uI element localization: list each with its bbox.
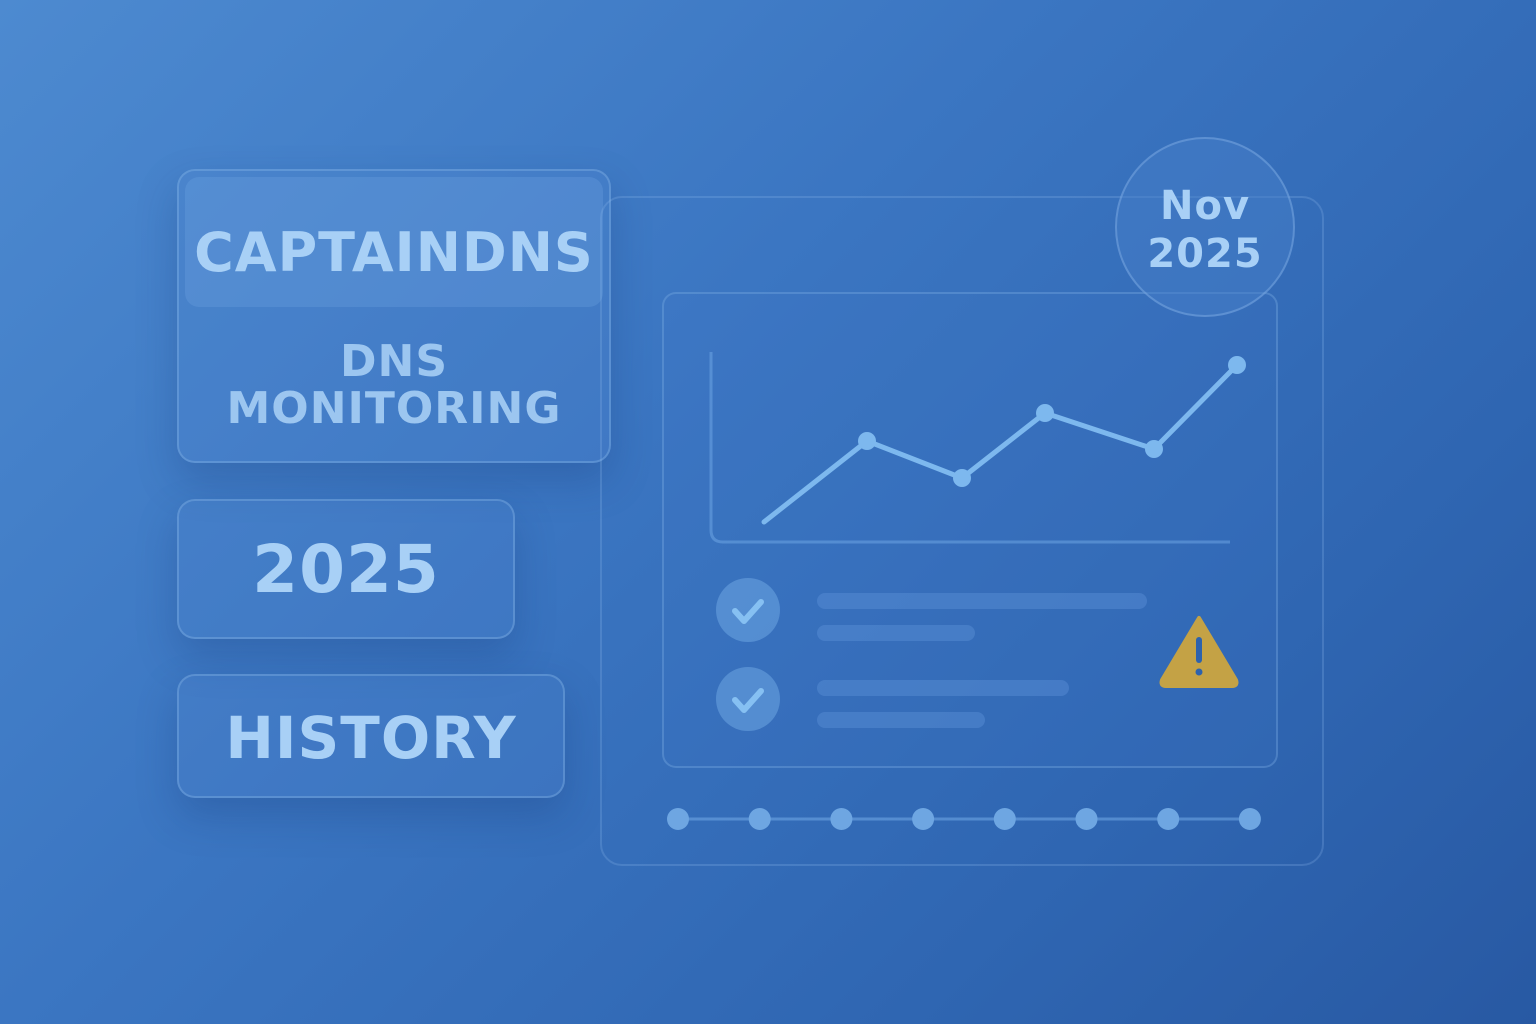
timeline-dot[interactable] xyxy=(912,808,935,830)
year-text: 2025 xyxy=(252,531,440,608)
brand-subtitle-line2: MONITORING xyxy=(226,383,562,434)
date-badge: Nov 2025 xyxy=(1115,137,1295,317)
date-year: 2025 xyxy=(1147,231,1263,277)
check-icon xyxy=(716,667,780,731)
chart-axes xyxy=(709,352,1230,544)
chart-line xyxy=(761,362,1240,525)
history-button[interactable]: HISTORY xyxy=(177,674,565,798)
status-line xyxy=(817,712,985,728)
brand-header xyxy=(185,177,603,307)
timeline-dot[interactable] xyxy=(1238,808,1261,830)
timeline-dot[interactable] xyxy=(993,808,1016,830)
timeline-dot[interactable] xyxy=(1157,808,1180,830)
date-month: Nov xyxy=(1159,183,1251,229)
warning-triangle-icon xyxy=(1159,616,1239,688)
check-icon xyxy=(716,578,780,642)
chart-point xyxy=(858,432,876,450)
status-line xyxy=(817,593,1147,609)
history-label: HISTORY xyxy=(225,704,517,772)
chart-point xyxy=(1036,404,1054,422)
timeline-dot[interactable] xyxy=(830,808,853,830)
timeline-dot[interactable] xyxy=(748,808,771,830)
chart-point xyxy=(953,469,971,487)
timeline-dot[interactable] xyxy=(1075,808,1098,830)
brand-subtitle-line1: DNS xyxy=(339,336,449,387)
chart-point xyxy=(1228,356,1246,374)
brand-card: CAPTAINDNS DNS MONITORING xyxy=(177,169,611,463)
status-line xyxy=(817,680,1069,696)
dashboard-frame xyxy=(600,196,1324,866)
year-badge: 2025 xyxy=(177,499,515,639)
status-line xyxy=(817,625,975,641)
brand-name: CAPTAINDNS xyxy=(194,221,594,284)
timeline-dot[interactable] xyxy=(667,808,689,830)
chart-point xyxy=(1145,440,1163,458)
